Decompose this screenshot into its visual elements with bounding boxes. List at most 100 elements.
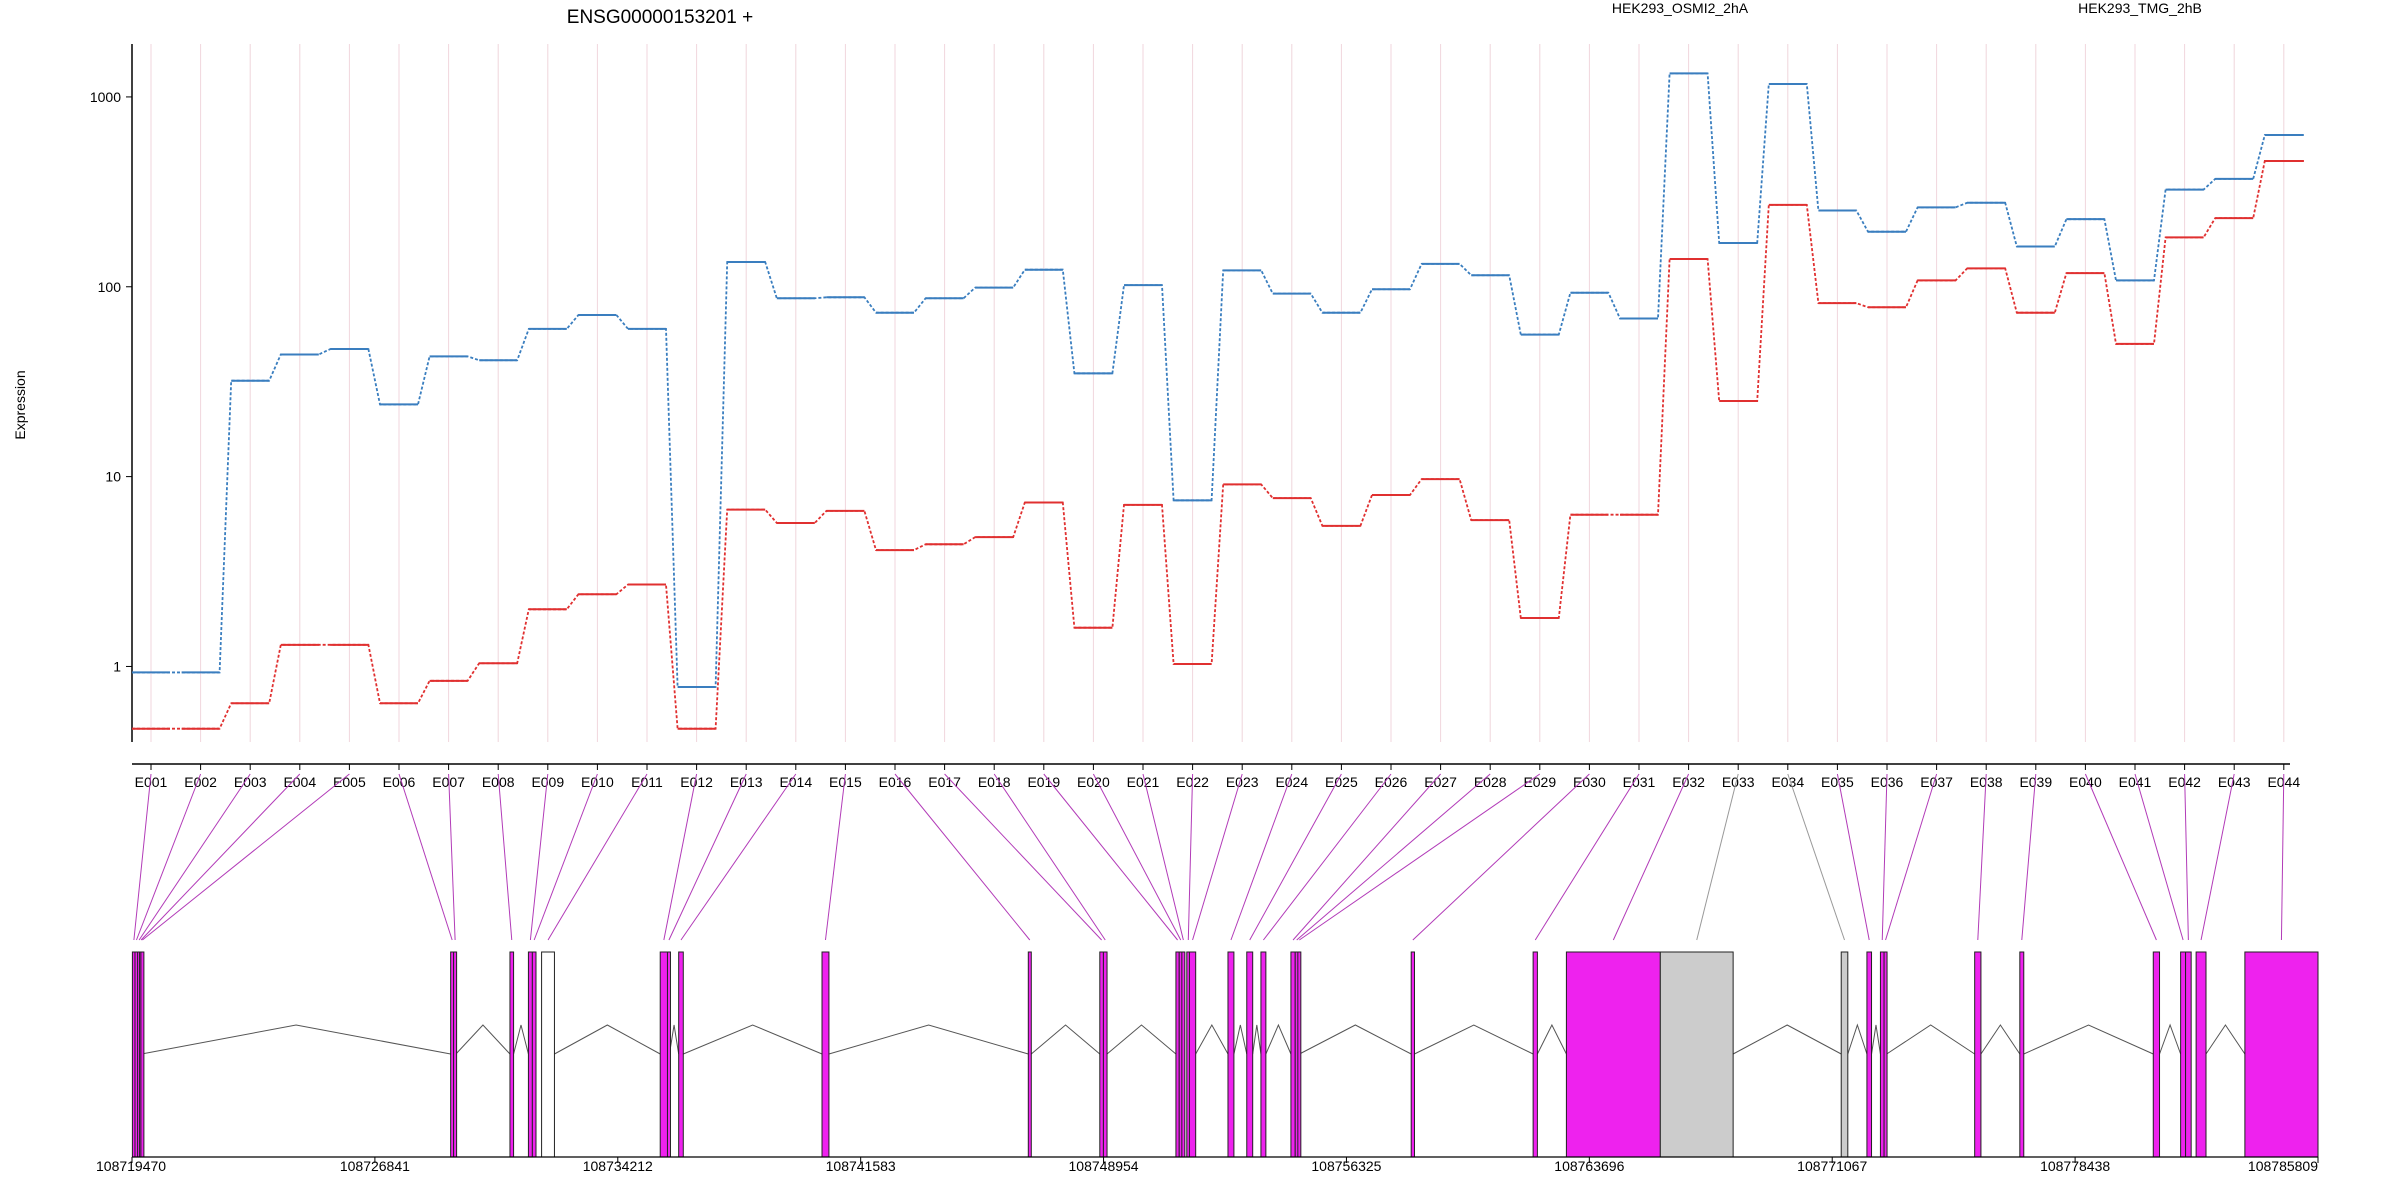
x-tick-label: E039 (2019, 774, 2052, 790)
intron-line (1265, 1023, 1292, 1055)
genomic-tick-label: 108748954 (1069, 1158, 1139, 1174)
genomic-tick-label: 108778438 (2040, 1158, 2110, 1174)
exon-box (1027, 951, 1032, 1158)
intron-line (513, 1024, 529, 1055)
y-axis-label: Expression (12, 370, 28, 439)
exon-box (1290, 951, 1296, 1158)
exon-connector (944, 773, 1102, 941)
exon-box (1297, 951, 1302, 1158)
intron-line (683, 1024, 823, 1055)
y-axis-ticks: 1 10 100 1000 (90, 89, 132, 674)
intron-line (141, 1024, 451, 1055)
x-tick-label: E028 (1474, 774, 1507, 790)
x-tick-label: E002 (184, 774, 217, 790)
exon-connector (1043, 773, 1178, 941)
x-tick-label: E037 (1920, 774, 1953, 790)
exon-connector (1612, 773, 1690, 941)
x-tick-label: E005 (333, 774, 366, 790)
exon-grid (150, 44, 2285, 742)
exon-connector (1249, 773, 1342, 941)
exon-box (531, 951, 537, 1158)
intron-lines (141, 1023, 2246, 1055)
exon-box (1659, 951, 1734, 1158)
x-tick-label: E010 (581, 774, 614, 790)
exon-connector (1881, 773, 1888, 941)
x-tick-label: E023 (1226, 774, 1259, 790)
exon-connector (2134, 773, 2184, 941)
intron-line (668, 1024, 680, 1055)
genomic-tick-label: 108756325 (1311, 1158, 1381, 1174)
x-tick-label: E016 (879, 774, 912, 790)
exon-box (2195, 951, 2207, 1158)
exon-box (659, 951, 668, 1158)
exon-connector (1787, 773, 1845, 941)
exon-connector (497, 773, 513, 941)
x-tick-label: E031 (1623, 774, 1656, 790)
y-tick-label: 1 (113, 658, 121, 674)
exon-box (1532, 951, 1538, 1158)
intron-line (1536, 1023, 1567, 1055)
exon-connector (138, 773, 251, 941)
exon-connector (2021, 773, 2037, 941)
x-tick-label: E035 (1821, 774, 1854, 790)
exon-box (1565, 951, 1661, 1158)
exon-connector (2280, 773, 2285, 941)
exon-connector (398, 773, 453, 941)
axes (131, 44, 2290, 765)
genomic-tick-label: 108785809 (2248, 1158, 2318, 1174)
x-tick-label: E017 (928, 774, 961, 790)
genomic-tick-label: 108719470 (96, 1158, 166, 1174)
exon-box (1188, 951, 1197, 1158)
genomic-tick-label: 108734212 (583, 1158, 653, 1174)
exon-connector (142, 773, 350, 941)
y-tick-label: 1000 (90, 89, 121, 105)
series-line (132, 72, 2304, 688)
intron-line (1847, 1023, 1868, 1055)
exon-connector (824, 773, 846, 941)
exon-box (1227, 951, 1235, 1158)
exon-connector (529, 773, 549, 941)
exon-box (2244, 951, 2319, 1158)
x-tick-label: E040 (2069, 774, 2102, 790)
exon-box (2180, 951, 2187, 1158)
exon-connector (448, 773, 456, 941)
series-lines (132, 72, 2304, 730)
exon-box (1866, 951, 1873, 1158)
exon-connector (1534, 773, 1640, 941)
intron-line (554, 1024, 661, 1055)
exon-connector (133, 773, 152, 941)
x-tick-label: E008 (482, 774, 515, 790)
intron-line (455, 1024, 511, 1055)
exon-box (2019, 951, 2025, 1158)
x-tick-label: E032 (1672, 774, 1705, 790)
intron-line (1871, 1024, 1881, 1055)
exon-connector (1696, 773, 1739, 941)
exon-box (678, 951, 684, 1158)
x-tick-label: E014 (779, 774, 812, 790)
exon-connector (1836, 773, 1870, 941)
chart-title: ENSG00000153201 + (567, 7, 753, 28)
intron-line (1980, 1024, 2021, 1055)
exon-box (2152, 951, 2161, 1158)
exon-connector (1412, 773, 1590, 941)
intron-line (1299, 1024, 1412, 1055)
intron-line (1030, 1024, 1101, 1055)
exon-box (1883, 951, 1888, 1158)
x-axis-ticks: E001 E002 E003 E004 E005 E006 E007 E008 E009 E010… (135, 764, 2300, 790)
exon-connector (1092, 773, 1182, 941)
intron-line (828, 1024, 1029, 1055)
intron-line (1252, 1024, 1262, 1055)
exon-box (509, 951, 515, 1158)
exon-connector (2200, 773, 2235, 941)
intron-line (1233, 1024, 1248, 1055)
x-tick-label: E029 (1523, 774, 1556, 790)
intron-line (1732, 1024, 1842, 1055)
exon-connector (680, 773, 797, 941)
x-tick-label: E024 (1275, 774, 1308, 790)
intron-line (2159, 1023, 2182, 1055)
x-tick-label: E030 (1573, 774, 1606, 790)
exon-connector (1142, 773, 1184, 941)
exon-connector (1977, 773, 1987, 941)
intron-line (1886, 1024, 1975, 1055)
